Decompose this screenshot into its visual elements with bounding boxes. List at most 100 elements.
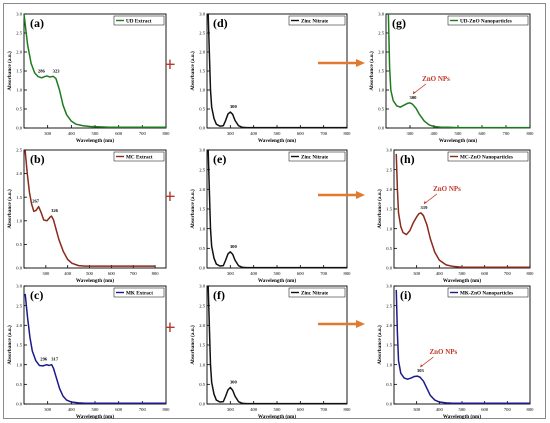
peak-label: 267 (32, 199, 40, 204)
y-tick-label: 2.0 (386, 187, 392, 192)
y-tick-label: 1.5 (16, 195, 22, 200)
x-tick-label: 700 (320, 407, 328, 412)
peak-label: 303 (417, 368, 425, 373)
y-tick-label: 3.0 (16, 12, 22, 17)
x-tick-label: 400 (436, 271, 444, 276)
annotation-arrowhead (413, 90, 416, 94)
panel-label: (d) (213, 16, 228, 30)
y-tick-label: 3.0 (386, 148, 392, 153)
x-axis-label: Wavelength (nm) (76, 137, 114, 144)
panel-label: (b) (30, 152, 45, 166)
panel-label: (c) (30, 288, 43, 302)
y-tick-label: 1.0 (199, 226, 205, 231)
x-axis-label: Wavelength (nm) (76, 277, 114, 284)
plus-icon: + (164, 54, 175, 76)
x-tick-label: 400 (436, 407, 444, 412)
annotation-label: ZnO NPs (429, 348, 457, 356)
chart-panel-i: 300 400 500 600 700 800 0.0 0.5 1.0 1.5 2.0 2.5 3.0 W… (376, 284, 534, 420)
x-tick-label: 700 (504, 271, 512, 276)
series-line (387, 13, 530, 129)
x-tick-label: 700 (320, 271, 328, 276)
annotation-label: ZnO NPs (433, 185, 461, 193)
plus-icon: + (164, 186, 175, 208)
plot-area-frame (393, 285, 531, 405)
chart-panel-h: 300 400 500 600 700 800 0.0 0.5 1.0 1.5 2.0 2.5 3.0 W… (376, 148, 534, 284)
x-tick-label: 600 (479, 131, 487, 136)
y-tick-label: 0.0 (16, 266, 22, 271)
peak-label: 326 (51, 208, 59, 213)
arrow-right-icon (318, 59, 365, 67)
arrow-head (356, 59, 365, 67)
y-tick-label: 2.5 (199, 303, 205, 308)
y-axis-label: Absorbance (a.u.) (6, 325, 13, 365)
peak-label: 286 (38, 69, 46, 74)
x-tick-label: 800 (344, 271, 352, 276)
plot-area-frame (385, 13, 531, 129)
y-tick-label: 2.5 (386, 167, 392, 172)
x-tick-label: 800 (163, 131, 171, 136)
legend-label: UD Extract (126, 18, 152, 24)
peak-label: 300 (230, 244, 238, 249)
panel-label: (f) (213, 288, 225, 302)
x-tick-label: 400 (250, 407, 258, 412)
panel-label: (i) (400, 288, 411, 302)
y-tick-label: 0.0 (199, 402, 205, 407)
peak-label: 300 (230, 104, 238, 109)
annotation-arrow (423, 193, 438, 205)
plus-icon: + (164, 317, 175, 339)
legend-label: Zinc Nitrate (301, 18, 329, 24)
peak-label: 317 (51, 357, 59, 362)
arrow-head (356, 320, 365, 328)
chart-panel-b: 300 400 500 600 700 800 0.0 0.5 1.0 1.5 2.0 2.5 Wave… (6, 148, 167, 284)
legend-box (288, 151, 346, 162)
y-tick-label: 0.0 (199, 126, 205, 131)
y-tick-label: 0.0 (378, 126, 384, 131)
x-tick-label: 700 (504, 407, 512, 412)
chart-panel-e: 300 400 500 600 700 800 0.0 0.5 1.0 1.5 2.0 2.5 3.0 W… (189, 148, 351, 284)
y-tick-label: 0.5 (16, 382, 22, 387)
y-axis-label: Absorbance (a.u.) (189, 189, 196, 229)
legend-label: MC-ZnO Nanoparticles (460, 154, 513, 160)
y-tick-label: 0.5 (386, 382, 392, 387)
x-tick-label: 300 (227, 407, 235, 412)
y-tick-label: 0.5 (386, 246, 392, 251)
x-axis-label: Wavelength (nm) (76, 413, 114, 420)
legend-box (288, 15, 346, 26)
series-line (395, 289, 530, 404)
x-tick-label: 400 (250, 271, 258, 276)
x-tick-label: 300 (44, 407, 52, 412)
y-tick-label: 2.0 (199, 50, 205, 55)
x-tick-label: 600 (297, 131, 305, 136)
plot-area-frame (23, 13, 167, 129)
y-tick-label: 2.5 (199, 167, 205, 172)
x-tick-label: 500 (92, 131, 100, 136)
x-tick-label: 400 (68, 131, 76, 136)
legend-box (288, 287, 346, 298)
legend-box (447, 15, 529, 26)
x-axis-label: Wavelength (nm) (443, 413, 481, 420)
peak-label: 300 (410, 95, 418, 100)
series-line (207, 285, 347, 405)
y-tick-label: 1.0 (386, 226, 392, 231)
annotation-label: ZnO NPs (422, 75, 450, 83)
x-tick-label: 500 (274, 131, 282, 136)
y-tick-label: 0.0 (386, 266, 392, 271)
x-tick-label: 500 (455, 131, 463, 136)
y-tick-label: 1.5 (386, 207, 392, 212)
y-axis-label: Absorbance (a.u.) (189, 325, 196, 365)
x-tick-label: 700 (130, 271, 138, 276)
x-tick-label: 500 (459, 271, 467, 276)
chart-panel-d: 300 400 500 600 700 800 0.0 0.5 1.0 1.5 2.0 2.5 3.0 W… (189, 12, 351, 144)
plot-area-frame (23, 149, 167, 269)
x-tick-label: 300 (413, 271, 421, 276)
legend-box (447, 151, 529, 162)
y-tick-label: 2.0 (16, 171, 22, 176)
x-tick-label: 800 (152, 271, 160, 276)
annotation-arrow (412, 83, 427, 95)
y-axis-label: Absorbance (a.u.) (189, 51, 196, 91)
x-tick-label: 600 (481, 271, 489, 276)
x-tick-label: 700 (139, 131, 147, 136)
y-tick-label: 3.0 (386, 284, 392, 289)
